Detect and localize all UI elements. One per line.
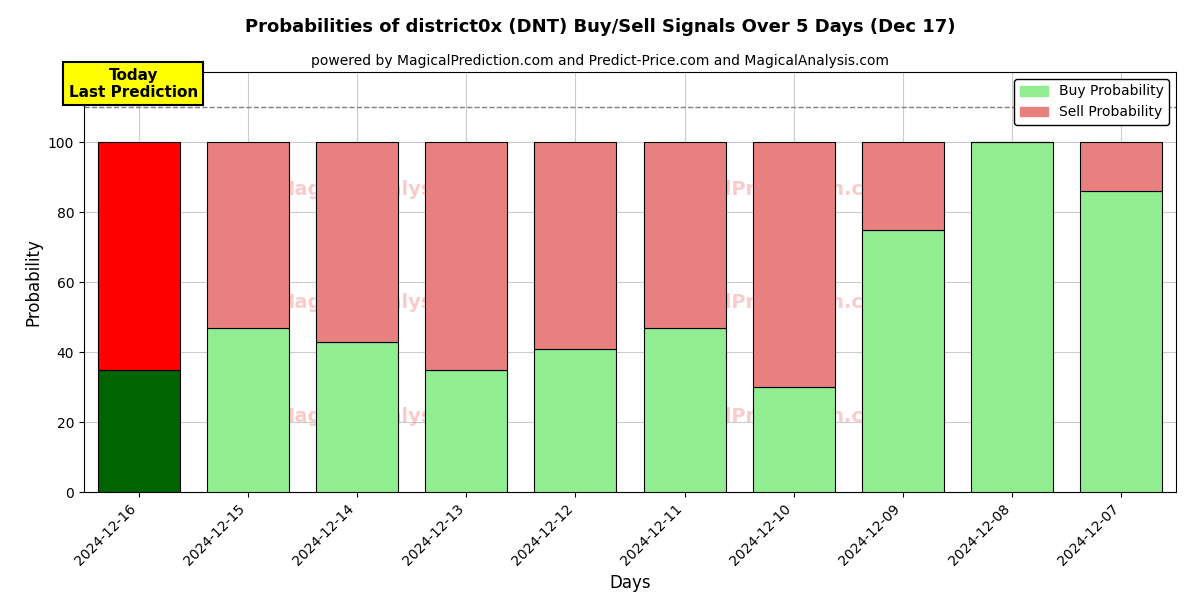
Text: powered by MagicalPrediction.com and Predict-Price.com and MagicalAnalysis.com: powered by MagicalPrediction.com and Pre… xyxy=(311,54,889,68)
Bar xyxy=(316,142,398,341)
Bar xyxy=(862,229,944,492)
Bar xyxy=(643,142,726,328)
Bar xyxy=(534,142,617,349)
Bar xyxy=(752,142,835,387)
Bar xyxy=(425,370,508,492)
Bar xyxy=(534,349,617,492)
Text: Today
Last Prediction: Today Last Prediction xyxy=(68,68,198,100)
Bar xyxy=(425,142,508,370)
Bar xyxy=(97,142,180,370)
Bar xyxy=(1080,191,1163,492)
Text: MagicalAnalysis.com: MagicalAnalysis.com xyxy=(276,180,504,199)
Text: MagicalAnalysis.com: MagicalAnalysis.com xyxy=(276,407,504,426)
Bar xyxy=(316,341,398,492)
Text: MagicalPrediction.com: MagicalPrediction.com xyxy=(647,407,896,426)
Text: MagicalPrediction.com: MagicalPrediction.com xyxy=(647,180,896,199)
Bar xyxy=(752,387,835,492)
X-axis label: Days: Days xyxy=(610,574,650,592)
Bar xyxy=(97,370,180,492)
Bar xyxy=(862,142,944,229)
Bar xyxy=(206,328,289,492)
Bar xyxy=(971,142,1054,492)
Y-axis label: Probability: Probability xyxy=(24,238,42,326)
Text: Probabilities of district0x (DNT) Buy/Sell Signals Over 5 Days (Dec 17): Probabilities of district0x (DNT) Buy/Se… xyxy=(245,18,955,36)
Bar xyxy=(206,142,289,328)
Text: MagicalPrediction.com: MagicalPrediction.com xyxy=(647,293,896,313)
Text: MagicalAnalysis.com: MagicalAnalysis.com xyxy=(276,293,504,313)
Legend: Buy Probability, Sell Probability: Buy Probability, Sell Probability xyxy=(1014,79,1169,125)
Bar xyxy=(643,328,726,492)
Bar xyxy=(1080,142,1163,191)
